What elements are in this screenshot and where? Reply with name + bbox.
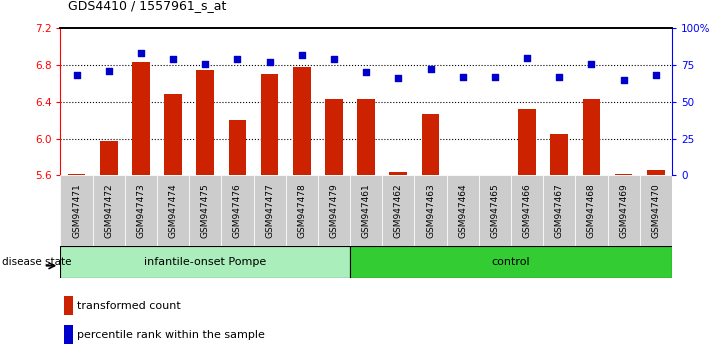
Text: GSM947479: GSM947479 — [329, 183, 338, 238]
Bar — [383, 175, 415, 246]
Text: GDS4410 / 1557961_s_at: GDS4410 / 1557961_s_at — [68, 0, 226, 12]
Text: infantile-onset Pompe: infantile-onset Pompe — [144, 257, 267, 267]
Point — [618, 77, 629, 82]
Point — [586, 61, 597, 67]
Point — [360, 70, 372, 75]
Bar — [358, 99, 375, 175]
Bar — [157, 175, 189, 246]
Text: GSM947472: GSM947472 — [105, 183, 113, 238]
Text: control: control — [492, 257, 530, 267]
Point — [425, 67, 437, 72]
Text: GSM947468: GSM947468 — [587, 183, 596, 238]
Point — [296, 52, 307, 58]
Point — [650, 73, 661, 78]
Text: GSM947467: GSM947467 — [555, 183, 564, 238]
Text: GSM947474: GSM947474 — [169, 183, 178, 238]
Bar — [228, 120, 246, 175]
Point — [521, 55, 533, 61]
Bar — [582, 99, 600, 175]
Bar — [325, 99, 343, 175]
Text: GSM947469: GSM947469 — [619, 183, 628, 238]
Bar — [221, 175, 254, 246]
Bar — [64, 325, 73, 344]
Point — [392, 75, 404, 81]
Bar — [447, 175, 479, 246]
Text: GSM947478: GSM947478 — [297, 183, 306, 238]
Bar — [479, 175, 511, 246]
Bar — [640, 175, 672, 246]
Text: GSM947477: GSM947477 — [265, 183, 274, 238]
Text: GSM947461: GSM947461 — [362, 183, 370, 238]
Bar — [164, 93, 182, 175]
Point — [135, 51, 146, 56]
Bar — [454, 175, 471, 178]
Bar — [125, 175, 157, 246]
Text: GSM947470: GSM947470 — [651, 183, 661, 238]
Text: disease state: disease state — [2, 257, 72, 267]
Text: GSM947464: GSM947464 — [458, 183, 467, 238]
Bar — [350, 175, 383, 246]
Bar — [543, 175, 575, 246]
Text: GSM947463: GSM947463 — [426, 183, 435, 238]
Bar — [318, 175, 350, 246]
Bar — [60, 175, 92, 246]
Bar — [511, 175, 543, 246]
Text: GSM947465: GSM947465 — [491, 183, 499, 238]
Point — [200, 61, 211, 67]
Point — [328, 56, 340, 62]
Bar — [422, 114, 439, 175]
Bar — [92, 175, 125, 246]
Text: GSM947462: GSM947462 — [394, 183, 403, 238]
Text: GSM947466: GSM947466 — [523, 183, 532, 238]
Point — [489, 74, 501, 80]
Bar — [132, 62, 150, 175]
Point — [71, 73, 82, 78]
Bar — [254, 175, 286, 246]
Bar — [615, 174, 633, 175]
Bar — [647, 170, 665, 175]
Bar — [390, 172, 407, 175]
Bar — [607, 175, 640, 246]
Bar — [518, 109, 536, 175]
Bar — [415, 175, 447, 246]
Point — [167, 56, 178, 62]
Text: GSM947475: GSM947475 — [201, 183, 210, 238]
Text: GSM947471: GSM947471 — [72, 183, 81, 238]
Bar — [189, 175, 221, 246]
Text: GSM947473: GSM947473 — [137, 183, 145, 238]
Bar — [100, 141, 117, 175]
Bar — [68, 174, 85, 175]
Text: percentile rank within the sample: percentile rank within the sample — [77, 330, 264, 339]
Bar — [196, 70, 214, 175]
Bar — [350, 246, 672, 278]
Text: transformed count: transformed count — [77, 301, 181, 311]
Bar — [261, 74, 279, 175]
Bar — [60, 246, 350, 278]
Bar — [550, 134, 568, 175]
Bar — [486, 175, 503, 182]
Point — [457, 74, 469, 80]
Bar — [286, 175, 318, 246]
Bar — [64, 296, 73, 315]
Bar — [293, 67, 311, 175]
Point — [232, 56, 243, 62]
Bar — [575, 175, 607, 246]
Point — [554, 74, 565, 80]
Point — [264, 59, 275, 65]
Text: GSM947476: GSM947476 — [233, 183, 242, 238]
Point — [103, 68, 114, 74]
